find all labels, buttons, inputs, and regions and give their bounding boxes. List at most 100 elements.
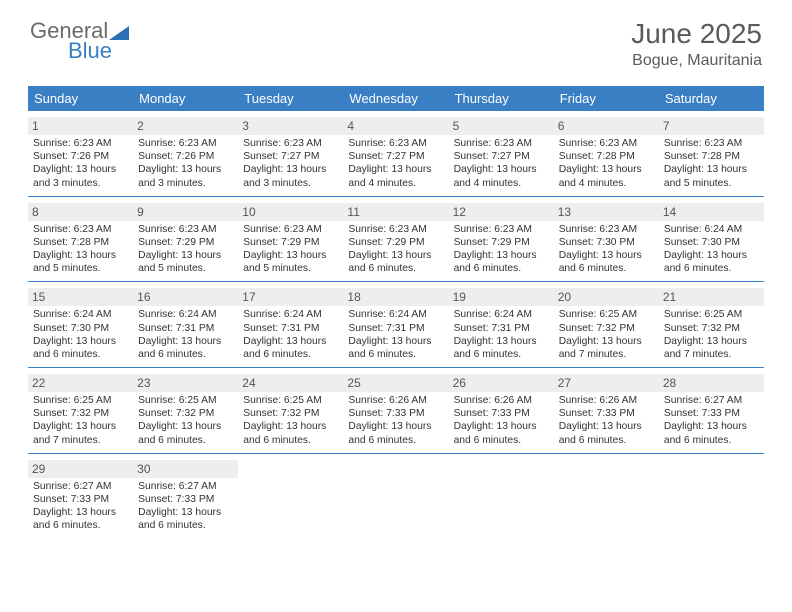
day-number: 23 [133,374,238,392]
day-cell: 28Sunrise: 6:27 AMSunset: 7:33 PMDayligh… [659,374,764,453]
day-cell: 23Sunrise: 6:25 AMSunset: 7:32 PMDayligh… [133,374,238,453]
day-cell: 4 Sunrise: 6:23 AMSunset: 7:27 PMDaylight… [343,117,448,196]
dayname: Tuesday [238,86,343,111]
day-cell: 17 Sunrise: 6:24 AMSunset: 7:31 PMDayligh… [238,288,343,367]
day-number: 10 [238,203,343,221]
day-cell: 2 Sunrise: 6:23 AMSunset: 7:26 PMDaylight… [133,117,238,196]
day-number: 29 [28,460,133,478]
day-number: 3 [238,117,343,135]
dayname: Wednesday [343,86,448,111]
day-info: Sunrise: 6:23 AMSunset: 7:27 PMDaylight:… [454,137,549,190]
day-cell: 5 Sunrise: 6:23 AMSunset: 7:27 PMDaylight… [449,117,554,196]
day-cell: 18 Sunrise: 6:24 AMSunset: 7:31 PMDayligh… [343,288,448,367]
day-number: 25 [343,374,448,392]
week-row: 1 Sunrise: 6:23 AMSunset: 7:26 PMDaylight… [28,117,764,197]
day-number: 1 [28,117,133,135]
day-cell [449,460,554,539]
day-info: Sunrise: 6:24 AMSunset: 7:30 PMDaylight:… [664,223,759,276]
day-cell: 1 Sunrise: 6:23 AMSunset: 7:26 PMDaylight… [28,117,133,196]
day-cell: 14 Sunrise: 6:24 AMSunset: 7:30 PMDayligh… [659,203,764,282]
day-number: 8 [28,203,133,221]
day-cell: 26 Sunrise: 6:26 AMSunset: 7:33 PMDayligh… [449,374,554,453]
day-number: 2 [133,117,238,135]
dayname: Saturday [659,86,764,111]
day-cell: 24Sunrise: 6:25 AMSunset: 7:32 PMDayligh… [238,374,343,453]
week-row: 22Sunrise: 6:25 AMSunset: 7:32 PMDayligh… [28,374,764,454]
title-block: June 2025 Bogue, Mauritania [631,18,762,70]
day-number: 27 [554,374,659,392]
day-cell: 3 Sunrise: 6:23 AMSunset: 7:27 PMDaylight… [238,117,343,196]
day-cell: 21Sunrise: 6:25 AMSunset: 7:32 PMDayligh… [659,288,764,367]
header: GeneralBlue June 2025 Bogue, Mauritania [0,0,792,78]
day-number: 24 [238,374,343,392]
day-cell [554,460,659,539]
weeks: 1 Sunrise: 6:23 AMSunset: 7:26 PMDaylight… [28,117,764,538]
day-number: 30 [133,460,238,478]
dayname: Thursday [449,86,554,111]
day-number: 6 [554,117,659,135]
logo: GeneralBlue [30,18,129,64]
day-cell: 9 Sunrise: 6:23 AMSunset: 7:29 PMDaylight… [133,203,238,282]
day-info: Sunrise: 6:27 AMSunset: 7:33 PMDaylight:… [138,480,233,533]
day-info: Sunrise: 6:23 AMSunset: 7:27 PMDaylight:… [243,137,338,190]
day-number: 5 [449,117,554,135]
week-row: 8Sunrise: 6:23 AMSunset: 7:28 PMDaylight… [28,203,764,283]
day-cell: 10 Sunrise: 6:23 AMSunset: 7:29 PMDayligh… [238,203,343,282]
day-number: 17 [238,288,343,306]
day-cell: 15 Sunrise: 6:24 AMSunset: 7:30 PMDayligh… [28,288,133,367]
month-title: June 2025 [631,18,762,50]
day-number: 20 [554,288,659,306]
day-info: Sunrise: 6:23 AMSunset: 7:29 PMDaylight:… [243,223,338,276]
day-cell: 6 Sunrise: 6:23 AMSunset: 7:28 PMDaylight… [554,117,659,196]
day-cell: 29Sunrise: 6:27 AMSunset: 7:33 PMDayligh… [28,460,133,539]
day-number: 19 [449,288,554,306]
day-info: Sunrise: 6:25 AMSunset: 7:32 PMDaylight:… [664,308,759,361]
day-info: Sunrise: 6:23 AMSunset: 7:27 PMDaylight:… [348,137,443,190]
day-cell: 11Sunrise: 6:23 AMSunset: 7:29 PMDayligh… [343,203,448,282]
day-info: Sunrise: 6:23 AMSunset: 7:28 PMDaylight:… [664,137,759,190]
day-info: Sunrise: 6:24 AMSunset: 7:31 PMDaylight:… [138,308,233,361]
day-cell: 22Sunrise: 6:25 AMSunset: 7:32 PMDayligh… [28,374,133,453]
day-info: Sunrise: 6:26 AMSunset: 7:33 PMDaylight:… [454,394,549,447]
day-number: 22 [28,374,133,392]
dayname: Sunday [28,86,133,111]
day-cell: 16 Sunrise: 6:24 AMSunset: 7:31 PMDayligh… [133,288,238,367]
day-cell: 20Sunrise: 6:25 AMSunset: 7:32 PMDayligh… [554,288,659,367]
day-info: Sunrise: 6:24 AMSunset: 7:31 PMDaylight:… [454,308,549,361]
day-number: 16 [133,288,238,306]
day-cell [659,460,764,539]
daynames-row: SundayMondayTuesdayWednesdayThursdayFrid… [28,86,764,111]
day-number: 28 [659,374,764,392]
day-info: Sunrise: 6:23 AMSunset: 7:26 PMDaylight:… [33,137,128,190]
day-number: 11 [343,203,448,221]
day-number: 18 [343,288,448,306]
day-info: Sunrise: 6:24 AMSunset: 7:31 PMDaylight:… [348,308,443,361]
day-cell [343,460,448,539]
dayname: Friday [554,86,659,111]
day-info: Sunrise: 6:24 AMSunset: 7:31 PMDaylight:… [243,308,338,361]
day-number: 7 [659,117,764,135]
day-info: Sunrise: 6:23 AMSunset: 7:29 PMDaylight:… [138,223,233,276]
day-cell: 12Sunrise: 6:23 AMSunset: 7:29 PMDayligh… [449,203,554,282]
day-info: Sunrise: 6:26 AMSunset: 7:33 PMDaylight:… [348,394,443,447]
day-number: 9 [133,203,238,221]
day-cell: 27 Sunrise: 6:26 AMSunset: 7:33 PMDayligh… [554,374,659,453]
week-row: 29 Sunrise: 6:27 AMSunset: 7:33 PMDayligh… [28,460,764,539]
day-cell: 13 Sunrise: 6:23 AMSunset: 7:30 PMDayligh… [554,203,659,282]
location: Bogue, Mauritania [631,52,762,70]
day-number: 14 [659,203,764,221]
day-info: Sunrise: 6:23 AMSunset: 7:26 PMDaylight:… [138,137,233,190]
day-number: 15 [28,288,133,306]
dayname: Monday [133,86,238,111]
day-number: 4 [343,117,448,135]
day-cell: 19 Sunrise: 6:24 AMSunset: 7:31 PMDayligh… [449,288,554,367]
day-info: Sunrise: 6:24 AMSunset: 7:30 PMDaylight:… [33,308,128,361]
day-cell: 7 Sunrise: 6:23 AMSunset: 7:28 PMDaylight… [659,117,764,196]
day-info: Sunrise: 6:23 AMSunset: 7:28 PMDaylight:… [559,137,654,190]
day-info: Sunrise: 6:26 AMSunset: 7:33 PMDaylight:… [559,394,654,447]
day-number: 26 [449,374,554,392]
day-cell: 30 Sunrise: 6:27 AMSunset: 7:33 PMDayligh… [133,460,238,539]
day-number: 12 [449,203,554,221]
day-info: Sunrise: 6:23 AMSunset: 7:30 PMDaylight:… [559,223,654,276]
day-number: 13 [554,203,659,221]
